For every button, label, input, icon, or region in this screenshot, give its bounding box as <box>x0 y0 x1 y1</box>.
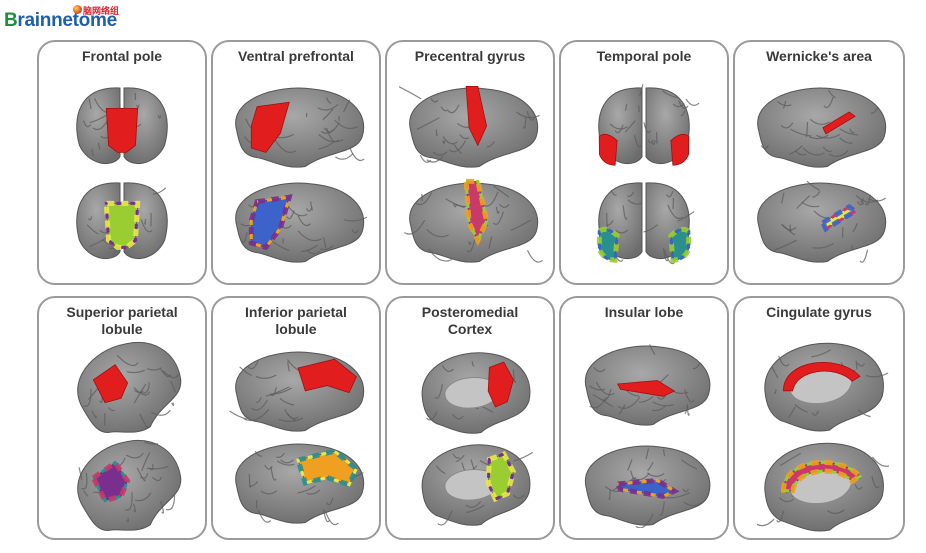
panel-temporal-pole: Temporal pole <box>559 40 729 285</box>
brain-top-lateral-view <box>584 344 711 426</box>
panel-title: Insular lobe <box>604 304 684 320</box>
logo-wordmark-rest: rainnetome <box>17 10 117 31</box>
panel-posteromedial-cortex: Posteromedial Cortex <box>385 296 555 540</box>
brain-top-frontal-view <box>76 87 168 165</box>
panel-ventral-prefrontal: Ventral prefrontal <box>211 40 381 285</box>
brain-bottom-medial-view <box>421 444 534 526</box>
brain-bottom-lateral-view <box>584 445 711 528</box>
panel-frontal-pole: Frontal pole <box>37 40 207 285</box>
panel-title: Posteromedial Cortex <box>421 304 519 337</box>
brain-bottom-lateral-view <box>235 443 365 526</box>
panel-title: Precentral gyrus <box>414 48 526 64</box>
panel-title: Superior parietal lobule <box>66 304 178 337</box>
brain-bottom-frontal-view <box>76 182 168 260</box>
panel-title: Ventral prefrontal <box>238 48 354 64</box>
panel-title: Frontal pole <box>81 48 163 64</box>
brain-top-medial-view <box>421 352 531 434</box>
brainnetome-logo: Brainnetome 脑网络组 <box>4 4 134 34</box>
panel-cingulate-gyrus: Cingulate gyrus <box>733 296 905 540</box>
brain-top-lateral-view <box>229 351 365 432</box>
brain-bottom-oblique-view <box>77 440 182 531</box>
panel-inferior-parietal-lobule: Inferior parietal lobule <box>211 296 381 540</box>
logo-wordmark: Brainnetome <box>4 10 117 32</box>
brain-top-oblique-view <box>77 342 182 433</box>
brain-bottom-lateral-view <box>757 180 887 263</box>
brain-top-lateral-view <box>399 86 540 168</box>
panel-superior-parietal-lobule: Superior parietal lobule <box>37 296 207 540</box>
panel-title: Inferior parietal lobule <box>245 304 347 337</box>
logo-brain-icon <box>73 5 82 14</box>
logo-chinese-text: 脑网络组 <box>83 7 120 17</box>
brain-bottom-frontal-view <box>596 182 695 265</box>
brain-bottom-lateral-view <box>403 178 543 263</box>
panel-wernickes-area: Wernicke's area <box>733 40 905 285</box>
brain-bottom-lateral-view <box>235 182 368 263</box>
panel-title: Temporal pole <box>596 48 692 64</box>
brain-bottom-medial-view <box>757 442 889 532</box>
brain-top-medial-view <box>764 342 889 432</box>
logo-letter-b: B <box>4 10 18 31</box>
brain-top-frontal-view <box>598 84 700 166</box>
panel-title: Cingulate gyrus <box>766 304 872 320</box>
brain-top-lateral-view <box>235 87 365 168</box>
brain-top-lateral-view <box>757 87 887 168</box>
panel-title: Wernicke's area <box>766 48 872 64</box>
panel-precentral-gyrus: Precentral gyrus <box>385 40 555 285</box>
panel-insular-lobe: Insular lobe <box>559 296 729 540</box>
